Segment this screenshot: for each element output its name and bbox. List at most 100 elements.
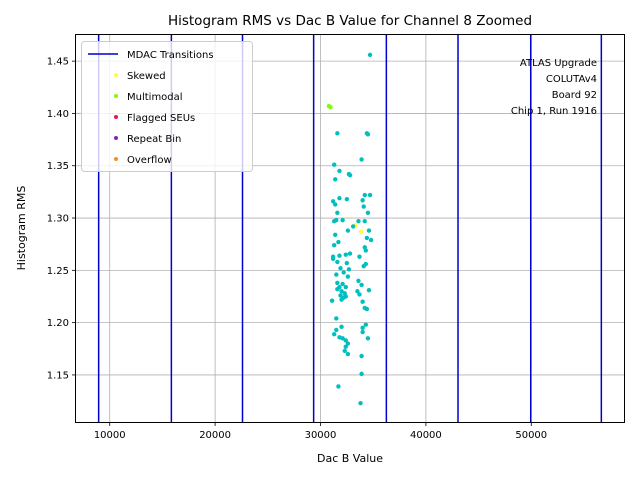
data-point [341, 270, 346, 275]
data-point [360, 329, 365, 335]
plot-frame [75, 34, 625, 423]
data-point [347, 172, 353, 178]
data-point [360, 299, 365, 304]
data-point [335, 259, 340, 265]
data-point [350, 224, 356, 229]
data-point [336, 239, 341, 245]
y-tick-label: 1.40 [47, 109, 69, 120]
data-point [360, 325, 365, 331]
data-point [365, 210, 371, 216]
legend-marker [114, 73, 118, 77]
data-point [366, 228, 372, 233]
data-point [345, 228, 351, 233]
data-point [334, 272, 339, 277]
data-point [339, 297, 344, 302]
data-point [359, 282, 364, 288]
data-point [356, 278, 361, 283]
y-tick-label: 1.20 [47, 318, 69, 329]
data-point [334, 316, 339, 321]
data-point [340, 217, 345, 223]
data-point [340, 281, 345, 287]
data-point [334, 327, 339, 333]
data-point [337, 168, 342, 174]
data-point [339, 289, 344, 294]
data-point [359, 371, 364, 377]
y-tick-label: 1.15 [47, 370, 69, 381]
y-tick-label: 1.45 [47, 57, 69, 68]
data-point [363, 248, 369, 253]
data-point [362, 192, 367, 198]
data-point [338, 266, 343, 271]
data-point [333, 232, 338, 237]
data-point [342, 348, 347, 354]
data-point [328, 104, 333, 110]
data-point [343, 284, 348, 290]
data-point [365, 132, 371, 137]
data-point [360, 198, 365, 203]
scatter-points [326, 52, 374, 406]
data-point [359, 353, 364, 359]
data-point [363, 322, 369, 327]
legend-marker [114, 115, 118, 119]
annotation-line: ATLAS Upgrade [520, 58, 597, 69]
data-point [331, 243, 337, 248]
data-point [331, 218, 337, 224]
data-point [357, 292, 362, 297]
data-point [343, 344, 348, 349]
data-point [362, 218, 367, 224]
data-point [335, 286, 340, 292]
data-point [355, 289, 360, 294]
data-point [335, 210, 340, 216]
data-point [367, 192, 373, 198]
data-point [364, 235, 370, 241]
data-point [340, 336, 345, 341]
data-point [368, 237, 374, 243]
legend-marker [114, 136, 118, 140]
data-point [333, 177, 338, 182]
data-point [367, 52, 373, 58]
data-point [345, 274, 351, 279]
data-point [335, 280, 340, 286]
data-point [344, 260, 350, 266]
data-point [337, 253, 342, 258]
x-tick-label: 20000 [199, 430, 231, 441]
y-tick-label: 1.25 [47, 266, 69, 277]
data-point [359, 157, 364, 162]
data-point [336, 384, 341, 389]
data-point [343, 252, 348, 257]
data-point [345, 351, 351, 357]
data-point [345, 341, 351, 346]
legend-label: MDAC Transitions [127, 50, 214, 61]
data-point [346, 267, 352, 272]
legend-label: Repeat Bin [127, 134, 181, 145]
legend-marker [114, 94, 118, 98]
legend-label: Skewed [127, 71, 166, 82]
x-tick-label: 10000 [94, 430, 126, 441]
y-tick-label: 1.35 [47, 161, 69, 172]
x-tick-label: 50000 [515, 430, 547, 441]
data-point [356, 218, 361, 224]
legend-label: Multimodal [127, 92, 183, 103]
legend-box [81, 41, 253, 172]
x-axis-label: Dac B Value [317, 452, 383, 465]
data-point [329, 298, 335, 303]
annotation-block: ATLAS Upgrade COLUTAv4 Board 92 Chip 1, Run… [511, 58, 597, 117]
data-point [357, 254, 362, 259]
data-point [347, 251, 353, 256]
annotation-line: Chip 1, Run 1916 [511, 106, 597, 117]
data-point [331, 331, 337, 337]
y-axis: 1.15 1.20 1.25 1.30 1.35 1.40 1.45 [47, 57, 76, 381]
annotation-line: Board 92 [552, 90, 597, 101]
chart-title: Histogram RMS vs Dac B Value for Channel… [168, 13, 532, 29]
data-point [361, 204, 366, 209]
data-point [358, 229, 364, 234]
x-tick-label: 40000 [410, 430, 442, 441]
data-point [358, 400, 363, 406]
data-point [343, 338, 348, 343]
y-tick-label: 1.30 [47, 214, 69, 225]
legend-marker [114, 157, 118, 161]
data-point [361, 263, 366, 269]
data-point [339, 324, 344, 330]
data-point [344, 197, 350, 202]
